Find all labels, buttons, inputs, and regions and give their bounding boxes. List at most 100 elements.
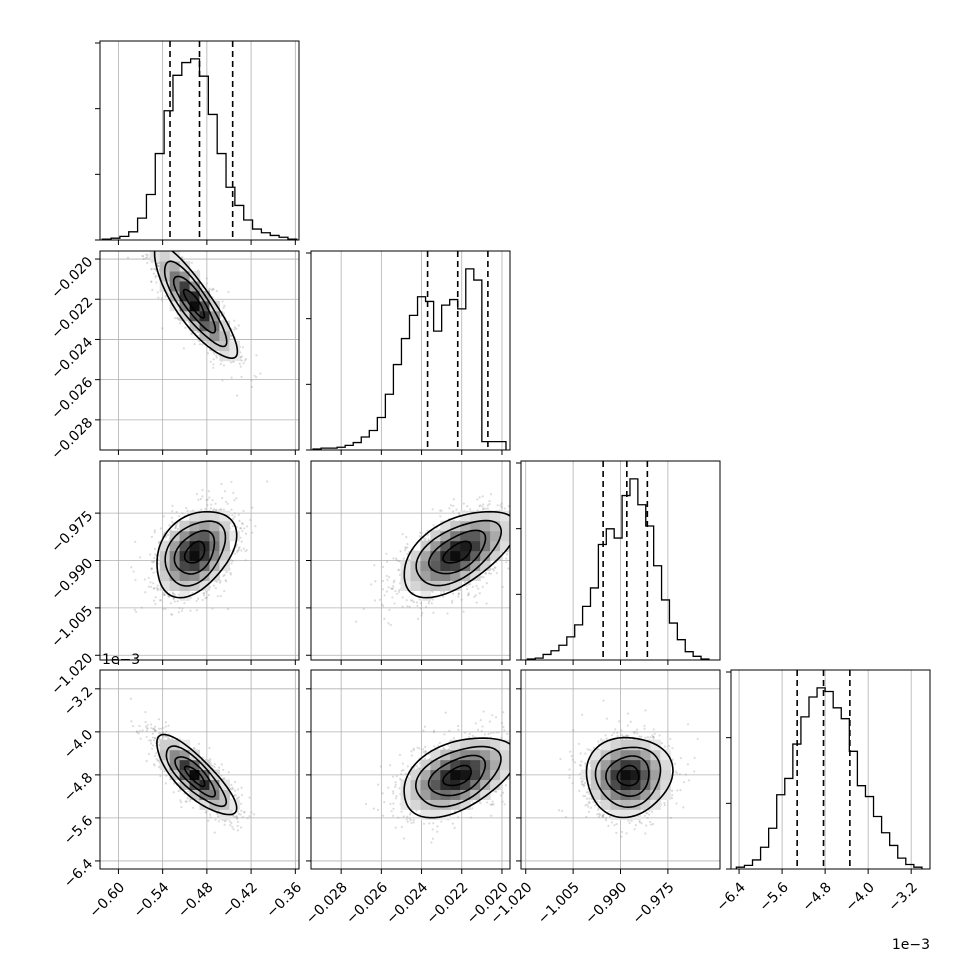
scatter-point (241, 346, 244, 349)
scatter-point (457, 511, 461, 514)
scatter-point (393, 602, 396, 605)
scatter-point (213, 763, 216, 766)
scatter-point (240, 549, 243, 552)
scatter-point (164, 536, 167, 539)
scatter-point (466, 505, 469, 508)
scatter-point (507, 567, 510, 570)
scatter-point (149, 246, 151, 248)
scatter-point (457, 592, 460, 595)
scatter-point (161, 249, 163, 251)
scatter-point (451, 599, 454, 602)
scatter-point (149, 244, 151, 246)
scatter-point (401, 596, 404, 599)
density-cell (450, 540, 461, 552)
scatter-point (147, 576, 150, 580)
scatter-point (178, 322, 182, 325)
scatter-point (416, 604, 419, 607)
scatter-point (197, 498, 200, 501)
scatter-point (529, 546, 531, 548)
scatter-content (355, 493, 531, 627)
scatter-point (222, 574, 225, 578)
scatter-point (174, 526, 177, 530)
scatter-point (148, 245, 150, 247)
scatter-point (446, 612, 449, 615)
density-cell (480, 510, 491, 522)
scatter-point (201, 598, 204, 602)
scatter-point (152, 582, 155, 585)
density-cell (159, 280, 171, 292)
density-cell (470, 550, 481, 562)
scatter-point (139, 556, 142, 559)
scatter-point (510, 564, 512, 566)
density-cell (400, 570, 412, 581)
scatter-point (229, 522, 232, 525)
scatter-point (219, 508, 222, 511)
scatter-point (173, 593, 176, 596)
density-cell (209, 530, 220, 542)
scatter-point (431, 508, 434, 511)
scatter-point (381, 565, 385, 569)
scatter-point (236, 549, 239, 552)
scatter-point (473, 595, 476, 598)
scatter-point (229, 571, 232, 575)
scatter-point (217, 809, 220, 812)
density-cell (179, 530, 191, 542)
scatter-point (233, 319, 236, 322)
scatter-point (154, 602, 157, 606)
scatter-point (167, 595, 170, 598)
scatter-point (481, 495, 484, 498)
density-cell (159, 570, 171, 581)
scatter-point (419, 531, 422, 534)
density-cell (189, 310, 201, 322)
scatter-point (222, 508, 226, 511)
scatter-point (500, 502, 503, 505)
scatter-point (464, 580, 467, 584)
scatter-point (193, 343, 196, 346)
scatter-point (511, 515, 513, 517)
scatter-point (424, 605, 428, 609)
scatter-point (442, 595, 445, 598)
scatter-point (222, 312, 225, 315)
density-cell (460, 510, 471, 522)
scatter-point (458, 513, 461, 516)
scatter-point (431, 590, 434, 593)
scatter-point (484, 572, 487, 575)
scatter-point (207, 341, 210, 344)
scatter-point (214, 587, 217, 590)
density-cell (189, 300, 201, 312)
density-cell (199, 530, 211, 542)
scatter-point (405, 599, 408, 602)
scatter-point (381, 603, 384, 606)
scatter-point (190, 261, 193, 264)
scatter-point (515, 549, 517, 551)
scatter-point (212, 366, 215, 369)
scatter-point (233, 515, 236, 518)
scatter-point (479, 504, 482, 507)
density-cell (199, 320, 211, 332)
scatter-point (426, 534, 429, 537)
scatter-point (162, 515, 166, 518)
scatter-point (486, 507, 489, 510)
scatter-point (240, 359, 243, 362)
scatter-point (244, 550, 247, 553)
scatter-point (143, 578, 146, 581)
scatter-point (171, 246, 173, 248)
density-cell (209, 520, 220, 532)
scatter-point (462, 610, 465, 613)
scatter-point (150, 567, 153, 570)
scatter-point (236, 394, 239, 397)
scatter-panel-3-0 (95, 669, 300, 874)
scatter-point (208, 287, 211, 290)
scatter-point (145, 229, 147, 231)
density-cell (199, 550, 211, 562)
scatter-point (392, 557, 395, 560)
scatter-point (391, 596, 394, 599)
scatter-point (233, 499, 236, 502)
scatter-point (510, 548, 512, 550)
scatter-point (471, 585, 474, 589)
scatter-point (196, 330, 199, 334)
contour-line (428, 529, 487, 575)
scatter-point (177, 611, 180, 614)
scatter-point (237, 513, 240, 516)
scatter-point (150, 280, 153, 283)
